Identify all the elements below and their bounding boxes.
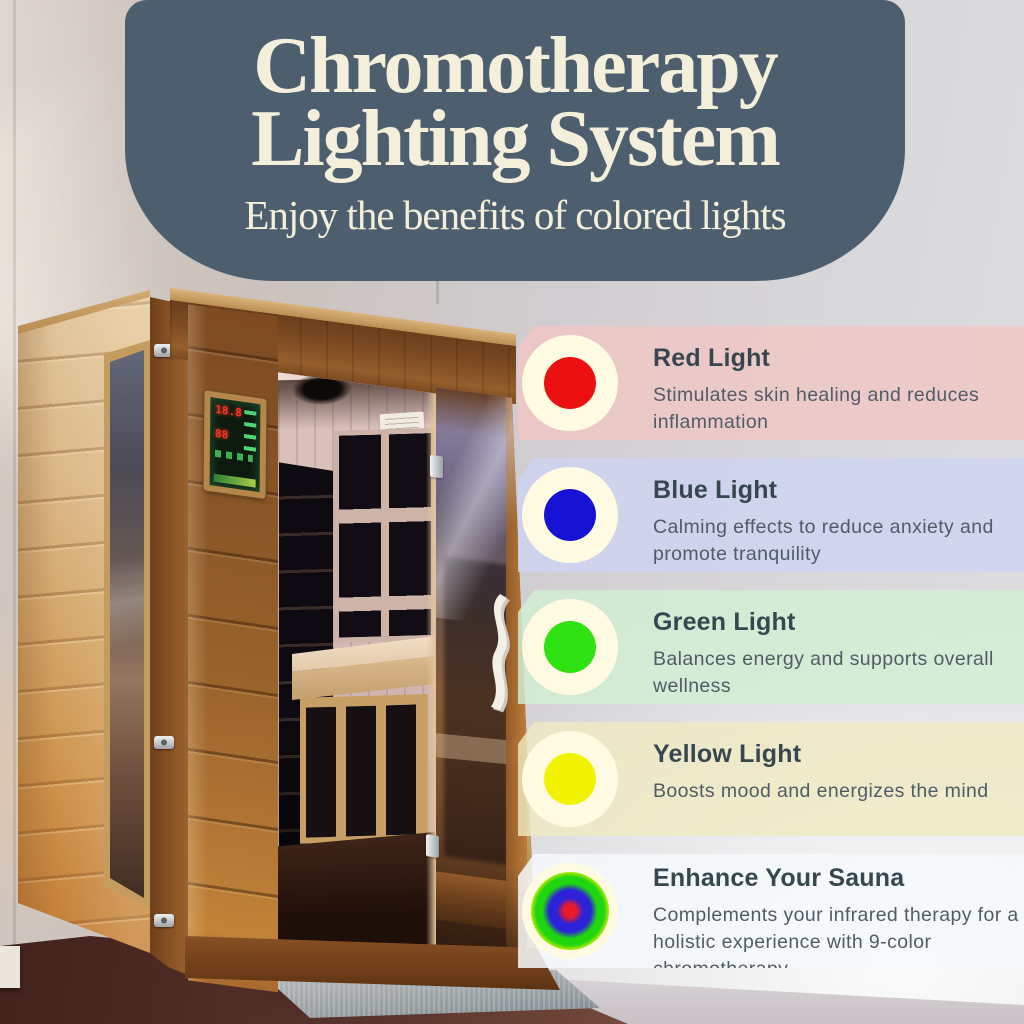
led-display: 88 [215,426,229,442]
door-handle [474,588,518,718]
benefit-description: Boosts mood and energizes the mind [653,780,989,802]
benefit-item-red-light: Red Light Stimulates skin healing and re… [518,326,1024,440]
light-circle [522,599,618,695]
side-window-glass [110,350,144,898]
benefit-item-blue-light: Blue Light Calming effects to reduce anx… [518,458,1024,572]
benefit-title: Blue Light [653,476,778,504]
benefit-title: Enhance Your Sauna [653,864,905,892]
led-display: 18.8 [215,402,242,420]
benefit-title: Green Light [653,608,796,636]
benefit-description: Calming effects to reduce anxiety and pr… [653,516,994,565]
chromotherapy-9-color-icon [531,872,609,950]
benefit-title: Red Light [653,344,771,372]
page-title-line-2: Lighting System [251,95,781,183]
underbench-heater [300,694,428,844]
benefit-item-yellow-light: Yellow Light Boosts mood and energizes t… [518,722,1024,836]
header-bubble: Chromotherapy Lighting System Enjoy the … [125,0,905,281]
sauna-doorway [278,372,436,978]
benefit-description: Complements your infrared therapy for a … [653,904,1019,968]
door-hinge-icon [426,834,439,858]
page-subtitle: Enjoy the benefits of colored lights [244,192,786,238]
benefit-title: Yellow Light [653,740,802,768]
yellow-light-icon [544,753,596,805]
red-light-icon [544,357,596,409]
light-circle [522,335,618,431]
benefit-description: Stimulates skin healing and reduces infl… [653,384,980,433]
door-hinge-icon [430,454,443,479]
infrared-heater-panel [334,427,436,643]
blue-light-icon [544,489,596,541]
green-light-icon [544,621,596,673]
hinge-icon [154,736,174,749]
hinge-icon [154,344,174,357]
light-circle [522,863,618,959]
benefit-item-enhance-sauna: Enhance Your Sauna Complements your infr… [518,854,1024,968]
hinge-icon [154,914,174,927]
light-circle [522,731,618,827]
corner-post [150,297,188,975]
sauna-control-panel: 18.8 88 [203,390,267,500]
benefit-description: Balances energy and supports overall wel… [653,648,994,697]
sauna-front: 18.8 88 [170,288,512,1024]
benefit-item-green-light: Green Light Balances energy and supports… [518,590,1024,704]
page-title-line-1: Chromotherapy [253,22,779,110]
light-circle [522,467,618,563]
